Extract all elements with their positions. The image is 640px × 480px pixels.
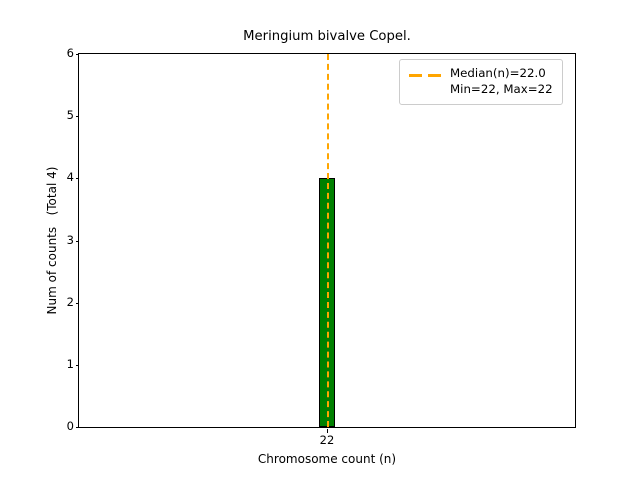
y-tick-mark [75,116,79,118]
legend-label-median: Median(n)=22.0 [450,66,546,80]
y-tick-mark [75,240,79,242]
y-tick-mark [75,364,79,366]
x-tick-mark [327,429,328,433]
y-tick-label: 4 [66,170,74,185]
legend: Median(n)=22.0 Min=22, Max=22 [399,59,563,105]
legend-dashed-line-icon [409,70,442,82]
median-line-marker [327,54,329,427]
y-tick-label: 0 [66,419,74,433]
y-tick-label: 5 [66,108,74,123]
y-tick-mark [75,178,79,180]
chart-title: Meringium bivalve Copel. [243,29,411,44]
x-axis-label: Chromosome count (n) [257,452,397,466]
legend-label-minmax: Min=22, Max=22 [450,81,553,96]
y-tick-label: 2 [66,294,74,309]
bar [319,178,335,427]
y-tick-mark [75,302,79,304]
plot-inner [79,54,575,427]
y-tick-mark [75,427,79,428]
y-tick-label: 3 [66,232,74,247]
y-tick-label: 6 [66,46,74,60]
y-axis-label: Num of counts (Total 4) [45,166,59,315]
y-tick-label: 1 [66,356,74,371]
legend-label-group: Median(n)=22.0 Min=22, Max=22 [450,66,553,97]
x-tick-label: 22 [319,433,335,447]
plot-area: 0 1 2 3 4 5 6 22 [67,47,576,447]
y-tick-mark [75,54,79,55]
